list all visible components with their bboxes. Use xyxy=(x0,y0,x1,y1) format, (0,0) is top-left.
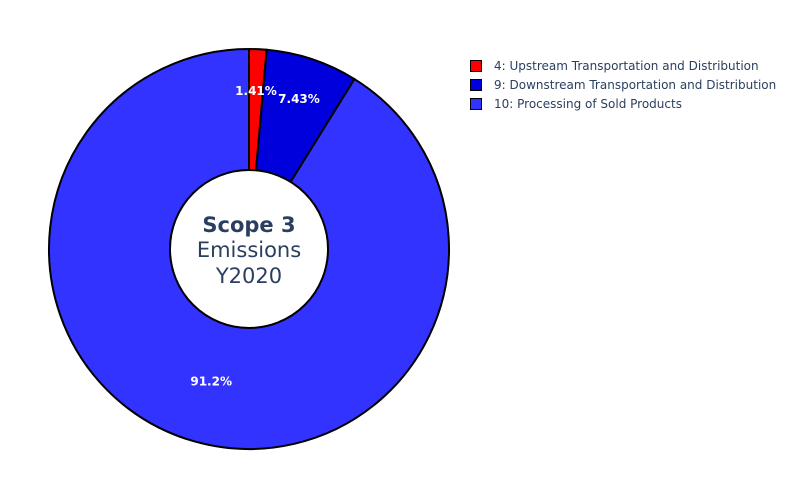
legend-swatch-upstream xyxy=(470,59,482,72)
slice-label-processing: 91.2% xyxy=(190,375,232,389)
center-year: Y2020 xyxy=(215,264,282,288)
legend-swatch-processing xyxy=(470,97,482,110)
slice-label-downstream: 7.43% xyxy=(278,92,320,106)
donut-hole xyxy=(169,169,329,329)
center-title: Scope 3 xyxy=(202,213,295,237)
legend-label-processing: 10: Processing of Sold Products xyxy=(494,96,682,111)
legend-swatch-downstream xyxy=(470,78,482,91)
center-subtitle: Emissions xyxy=(197,238,301,262)
legend-item-processing[interactable]: 10: Processing of Sold Products xyxy=(470,94,776,113)
legend-item-upstream[interactable]: 4: Upstream Transportation and Distribut… xyxy=(470,56,776,75)
legend-label-upstream: 4: Upstream Transportation and Distribut… xyxy=(494,58,759,73)
legend-item-downstream[interactable]: 9: Downstream Transportation and Distrib… xyxy=(470,75,776,94)
chart-legend: 4: Upstream Transportation and Distribut… xyxy=(470,56,776,113)
legend-label-downstream: 9: Downstream Transportation and Distrib… xyxy=(494,77,777,92)
slice-label-upstream: 1.41% xyxy=(235,84,277,98)
